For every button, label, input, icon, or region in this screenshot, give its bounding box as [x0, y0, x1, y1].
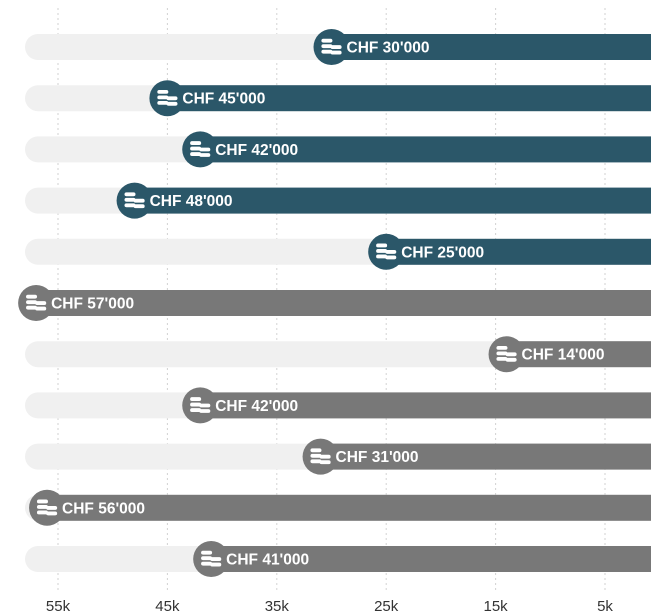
bar — [331, 34, 651, 60]
bar-row: CHF 25'000 — [25, 233, 651, 270]
bar — [200, 136, 651, 163]
x-tick-label: 55k — [46, 598, 71, 614]
data-label: CHF 48'000 — [150, 193, 233, 210]
bar-row: CHF 48'000 — [25, 182, 651, 219]
bar — [506, 341, 651, 368]
x-axis: 55k 45k 35k 25k 15k 5k — [46, 598, 614, 614]
x-tick-label: 35k — [265, 598, 290, 614]
bar — [167, 85, 651, 112]
bars: CHF 30'000 CHF 45'000 CHF 42'000 CHF 48'000… — [18, 29, 651, 577]
data-label: CHF 31'000 — [336, 449, 419, 466]
bar — [320, 443, 651, 470]
bar-row: CHF 42'000 — [25, 131, 651, 168]
data-label: CHF 14'000 — [522, 347, 605, 364]
x-tick-label: 25k — [374, 598, 399, 614]
x-tick-label: 5k — [597, 598, 613, 614]
bar-row: CHF 42'000 — [25, 387, 651, 424]
bar-row: CHF 56'000 — [25, 489, 651, 526]
data-label: CHF 30'000 — [347, 40, 430, 57]
data-label: CHF 42'000 — [215, 398, 298, 415]
data-label: CHF 57'000 — [51, 296, 134, 313]
x-tick-label: 15k — [484, 598, 509, 614]
bar — [134, 187, 651, 214]
bar-row: CHF 31'000 — [25, 438, 651, 475]
data-label: CHF 42'000 — [215, 142, 298, 159]
data-label: CHF 25'000 — [401, 244, 484, 261]
bar — [47, 494, 651, 521]
bar — [36, 290, 651, 316]
bar-row: CHF 41'000 — [25, 541, 651, 577]
data-label: CHF 41'000 — [226, 552, 309, 569]
bar-row: CHF 14'000 — [25, 336, 651, 373]
bar-row: CHF 45'000 — [25, 80, 651, 117]
data-label: CHF 45'000 — [182, 91, 265, 108]
data-label: CHF 56'000 — [62, 500, 145, 517]
bar — [200, 392, 651, 419]
bar-row: CHF 30'000 — [25, 29, 651, 65]
bar-row: CHF 57'000 — [18, 285, 651, 321]
bar — [386, 238, 651, 265]
bar — [211, 546, 651, 572]
x-tick-label: 45k — [155, 598, 180, 614]
